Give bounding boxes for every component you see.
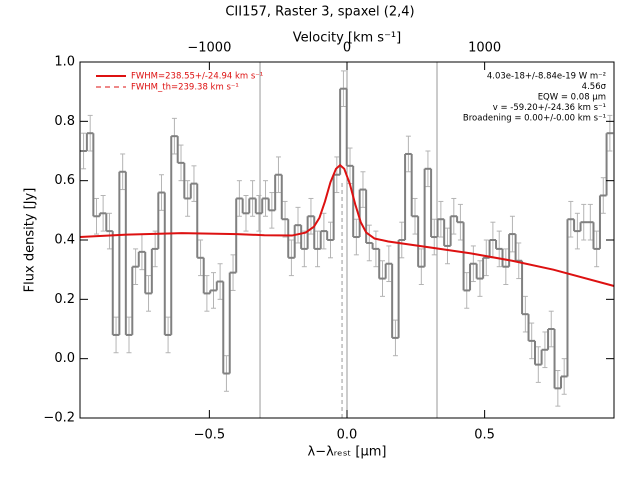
- y-tick-label: 0.4: [54, 233, 75, 248]
- y-tick-label: 0.8: [54, 114, 75, 129]
- y-tick-label: 1.0: [54, 55, 75, 70]
- annotation: v = -59.20+/-24.36 km s⁻¹: [493, 103, 606, 113]
- x-tick-label: 0.0: [337, 428, 358, 443]
- y-tick-label: −0.2: [43, 411, 75, 426]
- x2-tick-label: 1000: [468, 41, 501, 56]
- fit-line: [79, 163, 615, 287]
- x2-axis-label: Velocity [km s⁻¹]: [293, 31, 401, 46]
- annotation: 4.03e-18+/-8.84e-19 W m⁻²: [487, 72, 606, 82]
- y-axis-label: Flux density [Jy]: [23, 188, 38, 293]
- chart-title: CII157, Raster 3, spaxel (2,4): [225, 5, 414, 20]
- step-connector: [85, 88, 608, 389]
- x-tick-label: −0.5: [194, 428, 226, 443]
- y-tick-label: 0.0: [54, 351, 75, 366]
- legend-label: FWHM_th=239.38 km s⁻¹: [131, 83, 239, 93]
- y-tick-label: 0.6: [54, 173, 75, 188]
- legend-label: FWHM=238.55+/-24.94 km s⁻¹: [131, 72, 263, 82]
- annotation: EQW = 0.08 μm: [538, 93, 606, 103]
- annotation: 4.56σ: [582, 82, 607, 92]
- x2-tick-label: 0: [343, 41, 351, 56]
- x2-tick-label: −1000: [187, 41, 231, 56]
- y-tick-label: 0.2: [54, 292, 75, 307]
- annotation: Broadening = 0.00+/-0.00 km s⁻¹: [463, 114, 606, 124]
- x-axis-label: λ−λᵣₑₛₜ [μm]: [308, 445, 387, 460]
- x-tick-label: 0.5: [474, 428, 495, 443]
